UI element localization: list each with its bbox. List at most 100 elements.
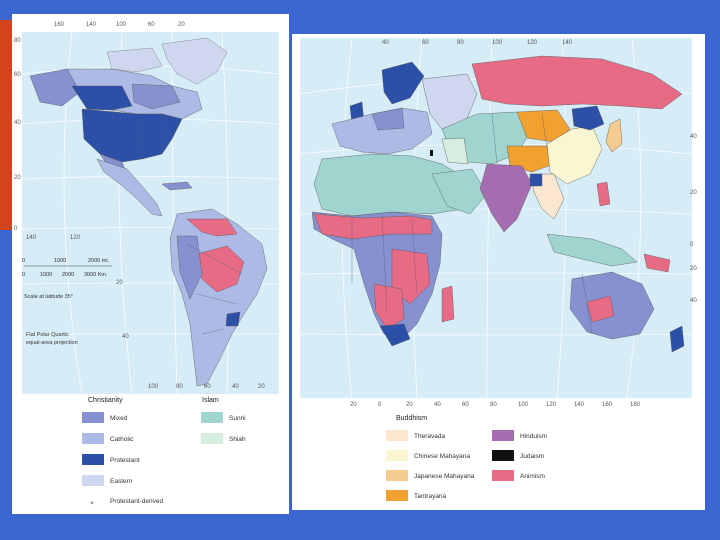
- scale-km-label: 3000 Km.: [84, 272, 108, 278]
- alaska: [29, 68, 81, 107]
- tibet-tantrayana: [506, 145, 555, 173]
- legend-swatch-judaism: [492, 450, 514, 461]
- legend-label-hinduism: Hinduism: [520, 433, 547, 440]
- legend-label-sunni: Sunni: [229, 415, 246, 422]
- legend-label-japanese-mahayana: Japanese Mahayana: [414, 473, 475, 480]
- arctic-islands: [106, 47, 163, 73]
- top-tick: 60: [148, 22, 155, 28]
- bottom-tick: 0: [378, 402, 382, 408]
- scale-km-label: 1000: [40, 272, 52, 278]
- legend-other-religions: Hinduism Judaism Animism: [492, 430, 547, 481]
- north-africa-sunni: [313, 153, 468, 217]
- south-africa-protestant: [379, 323, 411, 347]
- legend-label-theravada: Theravada: [414, 433, 445, 440]
- right-tick: 0: [690, 242, 694, 248]
- right-tick: 40: [690, 134, 697, 140]
- legend-swatch-mixed: [82, 412, 104, 423]
- legend-label-protestant: Protestant: [110, 457, 140, 464]
- mexico-central-america: [96, 158, 163, 217]
- legend-label-catholic: Catholic: [110, 436, 134, 443]
- side-tick: 20: [116, 280, 123, 286]
- australia-interior-animism: [586, 295, 615, 323]
- south-central-africa-animism: [373, 283, 405, 330]
- right-tick: 40: [690, 298, 697, 304]
- legend-christianity-title: Christianity: [88, 397, 123, 404]
- legend-label-protestant-derived: Protestant-derived: [110, 498, 163, 505]
- india-hinduism: [479, 163, 533, 233]
- legend-swatch-catholic: [82, 433, 104, 444]
- south-america-north-animism: [186, 218, 238, 237]
- greenland: [161, 37, 228, 85]
- europe-mixed: [371, 107, 405, 131]
- legend-swatch-animism: [492, 470, 514, 481]
- myanmar-protestant: [529, 173, 543, 187]
- bottom-tick: 60: [462, 402, 469, 408]
- canada-protestant-region: [71, 85, 133, 111]
- top-tick: 40: [382, 40, 389, 46]
- scale-miles-label: 0: [22, 258, 25, 264]
- legend-label-chinese-mahayana: Chinese Mahayana: [414, 453, 470, 460]
- left-tick: 80: [14, 38, 21, 44]
- americas-borders: [111, 110, 243, 335]
- inner-tick: 140: [26, 235, 37, 241]
- legend-swatch-japanese-mahayana: [386, 470, 408, 481]
- bottom-tick: 40: [434, 402, 441, 408]
- left-tick: 0: [14, 226, 18, 232]
- korea-region-protestant: [571, 105, 605, 131]
- accent-stripe: [0, 20, 12, 230]
- legend-buddhism: Buddhism Theravada Chinese Mahayana Japa…: [386, 415, 475, 501]
- side-tick: 40: [122, 334, 129, 340]
- legend-label-eastern: Eastern: [110, 478, 133, 485]
- sahel-animism: [313, 213, 433, 240]
- legend-christianity: Christianity Mixed Catholic Protestant E…: [82, 397, 163, 507]
- bottom-tick: 100: [518, 402, 529, 408]
- americas-map-panel: 160 140 100 60 20 80 60 40 20 0 140 120 …: [12, 14, 289, 514]
- legend-label-tantrayana: Tantrayana: [414, 493, 447, 500]
- bottom-tick: 180: [630, 402, 641, 408]
- right-tick: 20: [690, 266, 697, 272]
- legend-swatch-tantrayana: [386, 490, 408, 501]
- top-tick: 20: [178, 22, 185, 28]
- left-tick: 20: [14, 175, 21, 181]
- top-tick: 60: [422, 40, 429, 46]
- legend-swatch-protestant: [82, 454, 104, 465]
- right-tick: 20: [690, 190, 697, 196]
- scale-km-label: 0: [22, 272, 25, 278]
- scale-miles-label: 2000 mi.: [88, 258, 110, 264]
- scale-bar: 0 1000 2000 mi. 0 1000 2000 3000 Km. Sca…: [22, 258, 112, 346]
- amazon-animism: [196, 245, 245, 293]
- new-zealand-protestant: [669, 325, 685, 353]
- legend-swatch-shiah: [201, 433, 223, 444]
- top-tick: 160: [54, 22, 65, 28]
- japan-japanese-mahayana: [605, 118, 623, 153]
- new-guinea-animism: [643, 253, 671, 273]
- scale-km-label: 2000: [62, 272, 74, 278]
- arabia-sunni: [431, 168, 488, 215]
- legend-islam-title: Islam: [202, 397, 219, 404]
- legend-label-shiah: Shiah: [229, 436, 246, 443]
- scandinavia-protestant: [381, 61, 425, 105]
- bottom-tick: 40: [232, 384, 239, 390]
- bottom-tick: 100: [148, 384, 159, 390]
- projection-name: Flat Polar Quartic: [26, 332, 69, 338]
- bottom-tick: 80: [176, 384, 183, 390]
- indonesia-sunni: [546, 233, 638, 267]
- legend-swatch-sunni: [201, 412, 223, 423]
- africa-mixed: [311, 211, 443, 340]
- philippines-animism: [596, 181, 611, 207]
- top-tick: 140: [86, 22, 97, 28]
- legend-swatch-hinduism: [492, 430, 514, 441]
- bottom-tick: 160: [602, 402, 613, 408]
- bottom-tick: 20: [406, 402, 413, 408]
- bottom-tick: 20: [258, 384, 265, 390]
- canada-mixed-region: [131, 83, 181, 110]
- eastern-hemisphere-map: 40 60 80 100 120 140 40 20 0 20 40 20 0 …: [299, 37, 697, 501]
- legend-marker-protestant-derived: ×: [90, 500, 94, 507]
- eastern-borders: [351, 113, 593, 335]
- left-tick: 60: [14, 72, 21, 78]
- legend-swatch-chinese-mahayana: [386, 450, 408, 461]
- bottom-tick: 80: [490, 402, 497, 408]
- legend-label-animism: Animism: [520, 473, 545, 480]
- legend-swatch-theravada: [386, 430, 408, 441]
- eastern-hemisphere-map-panel: 40 60 80 100 120 140 40 20 0 20 40 20 0 …: [292, 34, 705, 510]
